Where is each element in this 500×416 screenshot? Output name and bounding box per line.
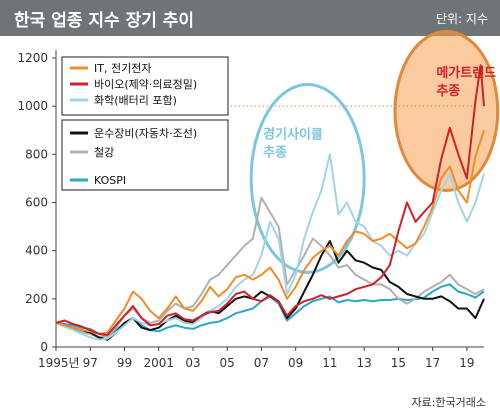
annotation-label-2: 메가트렌드 — [436, 65, 496, 81]
series-line-1 — [55, 129, 485, 335]
series-line-3 — [55, 153, 485, 341]
y-tick-label: 1000 — [17, 99, 48, 113]
series-line-4 — [55, 240, 485, 341]
legend-box-1 — [61, 56, 229, 116]
x-tick-label: 17 — [425, 356, 440, 370]
axis-layer: 0 200 400 600 800 1000 1200 1995년 97 99 2001 03 05 07… — [17, 50, 484, 370]
y-tick-label: 1200 — [17, 51, 48, 65]
x-tick-label: 13 — [357, 356, 372, 370]
y-tick-label: 400 — [25, 244, 48, 258]
legend-label-5: 철강 — [94, 146, 114, 159]
legend-label-3: 화학(배터리 포함) — [94, 94, 177, 107]
x-tick-label: 2001 — [143, 356, 174, 370]
annotation-label-1: 경기사이클 — [263, 126, 323, 142]
x-tick-label: 19 — [459, 356, 474, 370]
series-line-2 — [55, 64, 485, 336]
legend-label-4: 운수장비(자동차·조선) — [94, 127, 197, 140]
x-tick-label: 15 — [391, 356, 406, 370]
x-tick-label: 03 — [185, 356, 200, 370]
header-bar: 한국 업종 지수 장기 추이 단위: 지수 — [0, 0, 500, 36]
annotation-label-1-line2: 추종 — [263, 144, 287, 160]
x-tick-label: 07 — [254, 356, 269, 370]
series-layer — [55, 64, 485, 341]
legend-label-1: IT, 전기전자 — [94, 62, 151, 75]
source-note: 자료:한국거래소 — [411, 396, 486, 409]
y-tick-label: 0 — [40, 340, 48, 354]
y-tick-label: 800 — [25, 147, 48, 161]
unit-label: 단위: 지수 — [435, 12, 488, 26]
x-tick-label: 09 — [288, 356, 303, 370]
page-title: 한국 업종 지수 장기 추이 — [14, 11, 195, 31]
legend-label-2: 바이오(제약·의료정밀) — [94, 77, 197, 91]
annotation-layer — [249, 30, 500, 274]
x-tick-label: 99 — [117, 356, 132, 370]
x-tick-label: 1995년 — [38, 356, 80, 370]
y-tick-label: 200 — [25, 292, 48, 306]
annotation-circle-2 — [393, 30, 500, 192]
legend-label-6: KOSPI — [94, 174, 126, 187]
annotation-label-2-line2: 추종 — [436, 83, 460, 99]
y-tick-label: 600 — [25, 196, 48, 210]
x-tick-label: 11 — [322, 356, 337, 370]
x-tick-label: 05 — [220, 356, 235, 370]
annotation-circle-1 — [249, 82, 366, 274]
legend-box-2 — [61, 119, 229, 191]
x-tick-label: 97 — [83, 356, 98, 370]
